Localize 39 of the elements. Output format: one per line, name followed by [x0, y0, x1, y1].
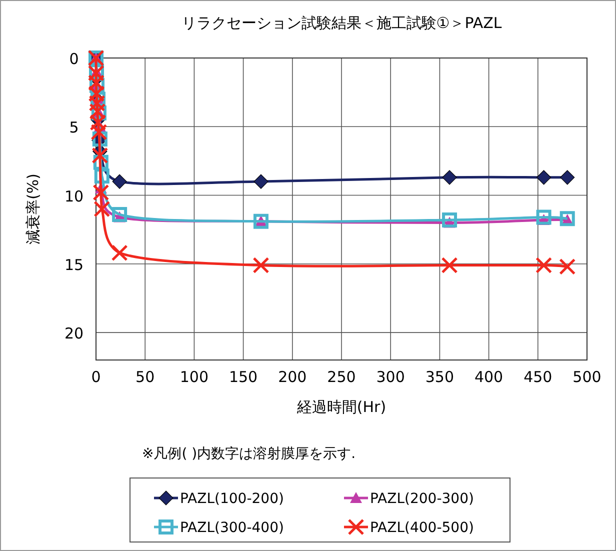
- point: [536, 210, 552, 225]
- y-tick-label: 5: [69, 118, 79, 137]
- x-tick-label: 450: [524, 368, 552, 386]
- x-tick-label: 500: [572, 368, 602, 386]
- legend-label: PAZL(100-200): [180, 491, 284, 507]
- legend-label: PAZL(300-400): [180, 520, 284, 536]
- x-axis-title: 経過時間(Hr): [296, 398, 386, 416]
- point: [112, 206, 128, 222]
- y-tick-label: 20: [64, 324, 84, 343]
- y-tick-label: 15: [64, 256, 84, 274]
- point: [536, 170, 552, 185]
- point: [252, 257, 270, 274]
- x-tick-label: 350: [425, 368, 454, 386]
- y-tick-label: 10: [64, 187, 84, 206]
- legend-label: PAZL(400-500): [370, 520, 474, 536]
- x-tick-label: 250: [327, 368, 356, 386]
- point: [90, 124, 108, 140]
- x-tick-label: 100: [180, 368, 209, 386]
- x-tick-label: 200: [278, 368, 307, 386]
- y-tick-label: 0: [69, 50, 79, 68]
- point: [111, 244, 128, 262]
- chart-title: リラクセーション試験結果＜施工試験①＞PAZL: [181, 14, 502, 32]
- text: ※凡例( )内数字は溶射膜厚を示す.: [142, 446, 356, 462]
- point: [441, 257, 458, 274]
- point: [442, 170, 457, 185]
- point: [442, 212, 458, 228]
- point: [560, 170, 575, 185]
- point: [536, 257, 552, 274]
- x-tick-label: 300: [376, 368, 405, 386]
- x-tick-label: 150: [228, 368, 258, 386]
- point: [559, 258, 576, 275]
- legend-label: PAZL(200-300): [370, 491, 474, 507]
- point: [92, 147, 108, 164]
- x-tick-label: 400: [474, 368, 504, 386]
- x-tick-label: 0: [91, 368, 101, 386]
- point: [112, 174, 127, 189]
- x-tick-label: 50: [136, 368, 155, 386]
- y-axis-title: 減衰率(%): [24, 174, 42, 244]
- point: [254, 174, 268, 189]
